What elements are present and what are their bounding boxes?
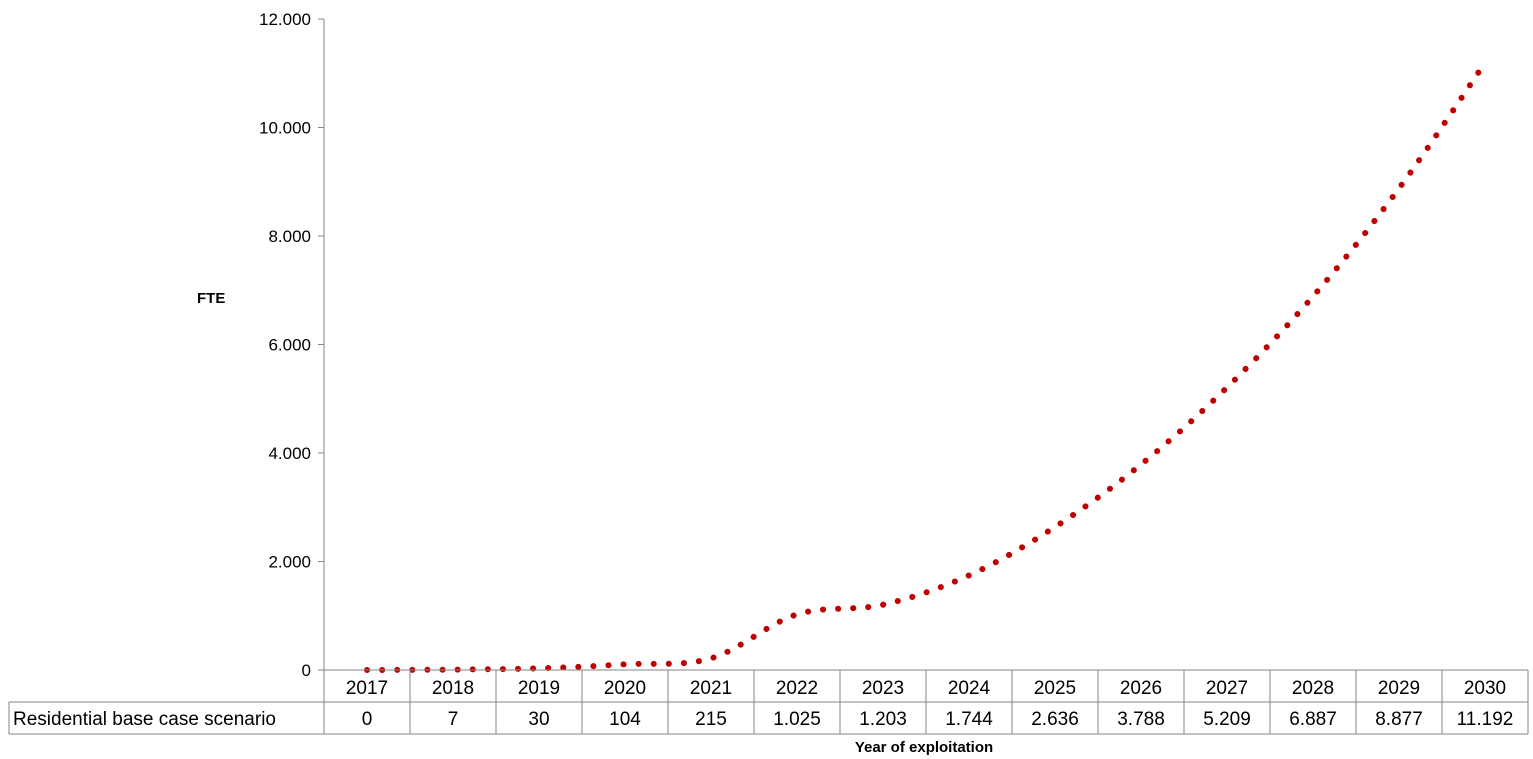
y-tick-label: 12.000 bbox=[259, 10, 311, 29]
y-axis-title: FTE bbox=[197, 290, 225, 307]
x-category-label: 2020 bbox=[604, 678, 646, 699]
y-tick-label: 6.000 bbox=[268, 336, 311, 355]
table-value-cell: 1.203 bbox=[859, 709, 907, 730]
table-value-cell: 30 bbox=[528, 709, 549, 730]
x-category-label: 2019 bbox=[518, 678, 560, 699]
x-category-label: 2026 bbox=[1120, 678, 1162, 699]
table-value-cell: 1.744 bbox=[945, 709, 993, 730]
table-value-cell: 8.877 bbox=[1375, 709, 1423, 730]
table-value-cell: 6.887 bbox=[1289, 709, 1337, 730]
x-axis-title: Year of exploitation bbox=[855, 739, 993, 756]
x-category-label: 2030 bbox=[1464, 678, 1506, 699]
table-value-cell: 215 bbox=[695, 709, 727, 730]
x-category-label: 2024 bbox=[948, 678, 991, 699]
data-table: 2017 2018 2019 2020 2021 2022 2023 2024 2025 2026… bbox=[8, 669, 1529, 735]
y-tick-label: 8.000 bbox=[268, 227, 311, 246]
series-residential-base-case bbox=[364, 59, 1488, 673]
y-tick-label: 10.000 bbox=[259, 119, 311, 138]
x-category-label: 2028 bbox=[1292, 678, 1334, 699]
y-axis: 0 2.000 4.000 6.000 8.000 10.000 12.000 bbox=[259, 10, 325, 680]
table-value-cell: 5.209 bbox=[1203, 709, 1251, 730]
table-value-cell: 2.636 bbox=[1031, 709, 1079, 730]
table-value-cell: 7 bbox=[448, 709, 459, 730]
x-category-label: 2018 bbox=[432, 678, 474, 699]
table-value-cell: 0 bbox=[362, 709, 373, 730]
y-tick-label: 4.000 bbox=[268, 444, 311, 463]
x-category-label: 2022 bbox=[776, 678, 818, 699]
table-series-name: Residential base case scenario bbox=[13, 709, 276, 730]
x-category-label: 2029 bbox=[1378, 678, 1420, 699]
x-category-label: 2025 bbox=[1034, 678, 1076, 699]
x-category-label: 2027 bbox=[1206, 678, 1248, 699]
table-value-cell: 104 bbox=[609, 709, 641, 730]
series-line bbox=[364, 59, 1488, 673]
y-tick-label: 2.000 bbox=[268, 553, 311, 572]
table-value-cell: 11.192 bbox=[1457, 709, 1514, 730]
y-tick-label: 0 bbox=[302, 661, 311, 680]
table-value-cell: 1.025 bbox=[773, 709, 821, 730]
x-category-label: 2017 bbox=[346, 678, 388, 699]
table-value-cell: 3.788 bbox=[1117, 709, 1165, 730]
x-category-label: 2021 bbox=[690, 678, 732, 699]
x-category-label: 2023 bbox=[862, 678, 904, 699]
